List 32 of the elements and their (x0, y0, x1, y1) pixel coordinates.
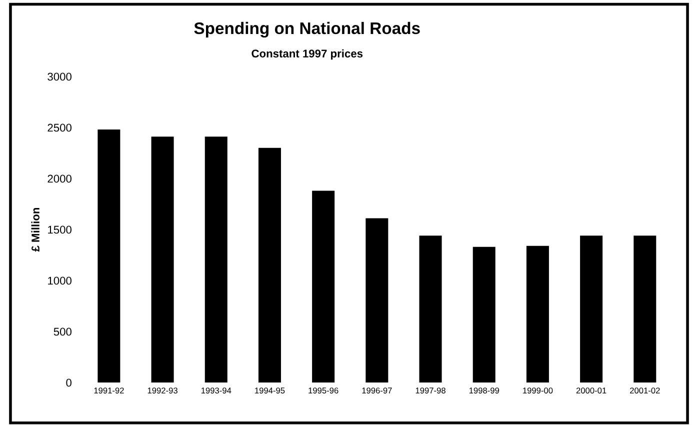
x-tick-label: 1995-96 (308, 388, 338, 394)
bar (151, 136, 174, 382)
x-tick-label: 1991-92 (94, 388, 124, 394)
y-tick-label: 1000 (48, 276, 72, 285)
bar (312, 190, 335, 382)
bar (258, 148, 281, 382)
x-tick-label: 1998-99 (469, 388, 500, 394)
bar (634, 236, 656, 382)
chart-title: Spending on National Roads (194, 22, 420, 38)
y-tick-label: 2500 (48, 124, 72, 132)
x-tick-label: 1999-00 (523, 388, 553, 394)
x-tick-label: 1993-94 (201, 388, 232, 394)
x-tick-label: 1992-93 (148, 388, 178, 394)
x-tick-label: 1996-97 (362, 388, 392, 394)
bar (472, 246, 496, 382)
bar (366, 218, 388, 382)
x-tick-label: 2001-02 (630, 388, 660, 394)
y-tick-label: 1500 (48, 226, 72, 234)
bar (419, 236, 442, 382)
chart-subtitle: Constant 1997 prices (252, 49, 363, 60)
bar (204, 136, 228, 382)
y-axis-title: £ Million (31, 208, 40, 252)
bar (580, 236, 603, 382)
y-tick-label: 3000 (48, 72, 72, 81)
y-tick-label: 2000 (48, 174, 72, 183)
bar (526, 246, 549, 382)
x-tick-label: 1994-95 (255, 388, 285, 394)
bar (98, 130, 120, 382)
y-tick-label: 500 (54, 328, 72, 336)
x-tick-label: 1997-98 (416, 388, 446, 394)
x-tick-label: 2000-01 (576, 388, 606, 394)
y-tick-label: 0 (66, 378, 72, 387)
